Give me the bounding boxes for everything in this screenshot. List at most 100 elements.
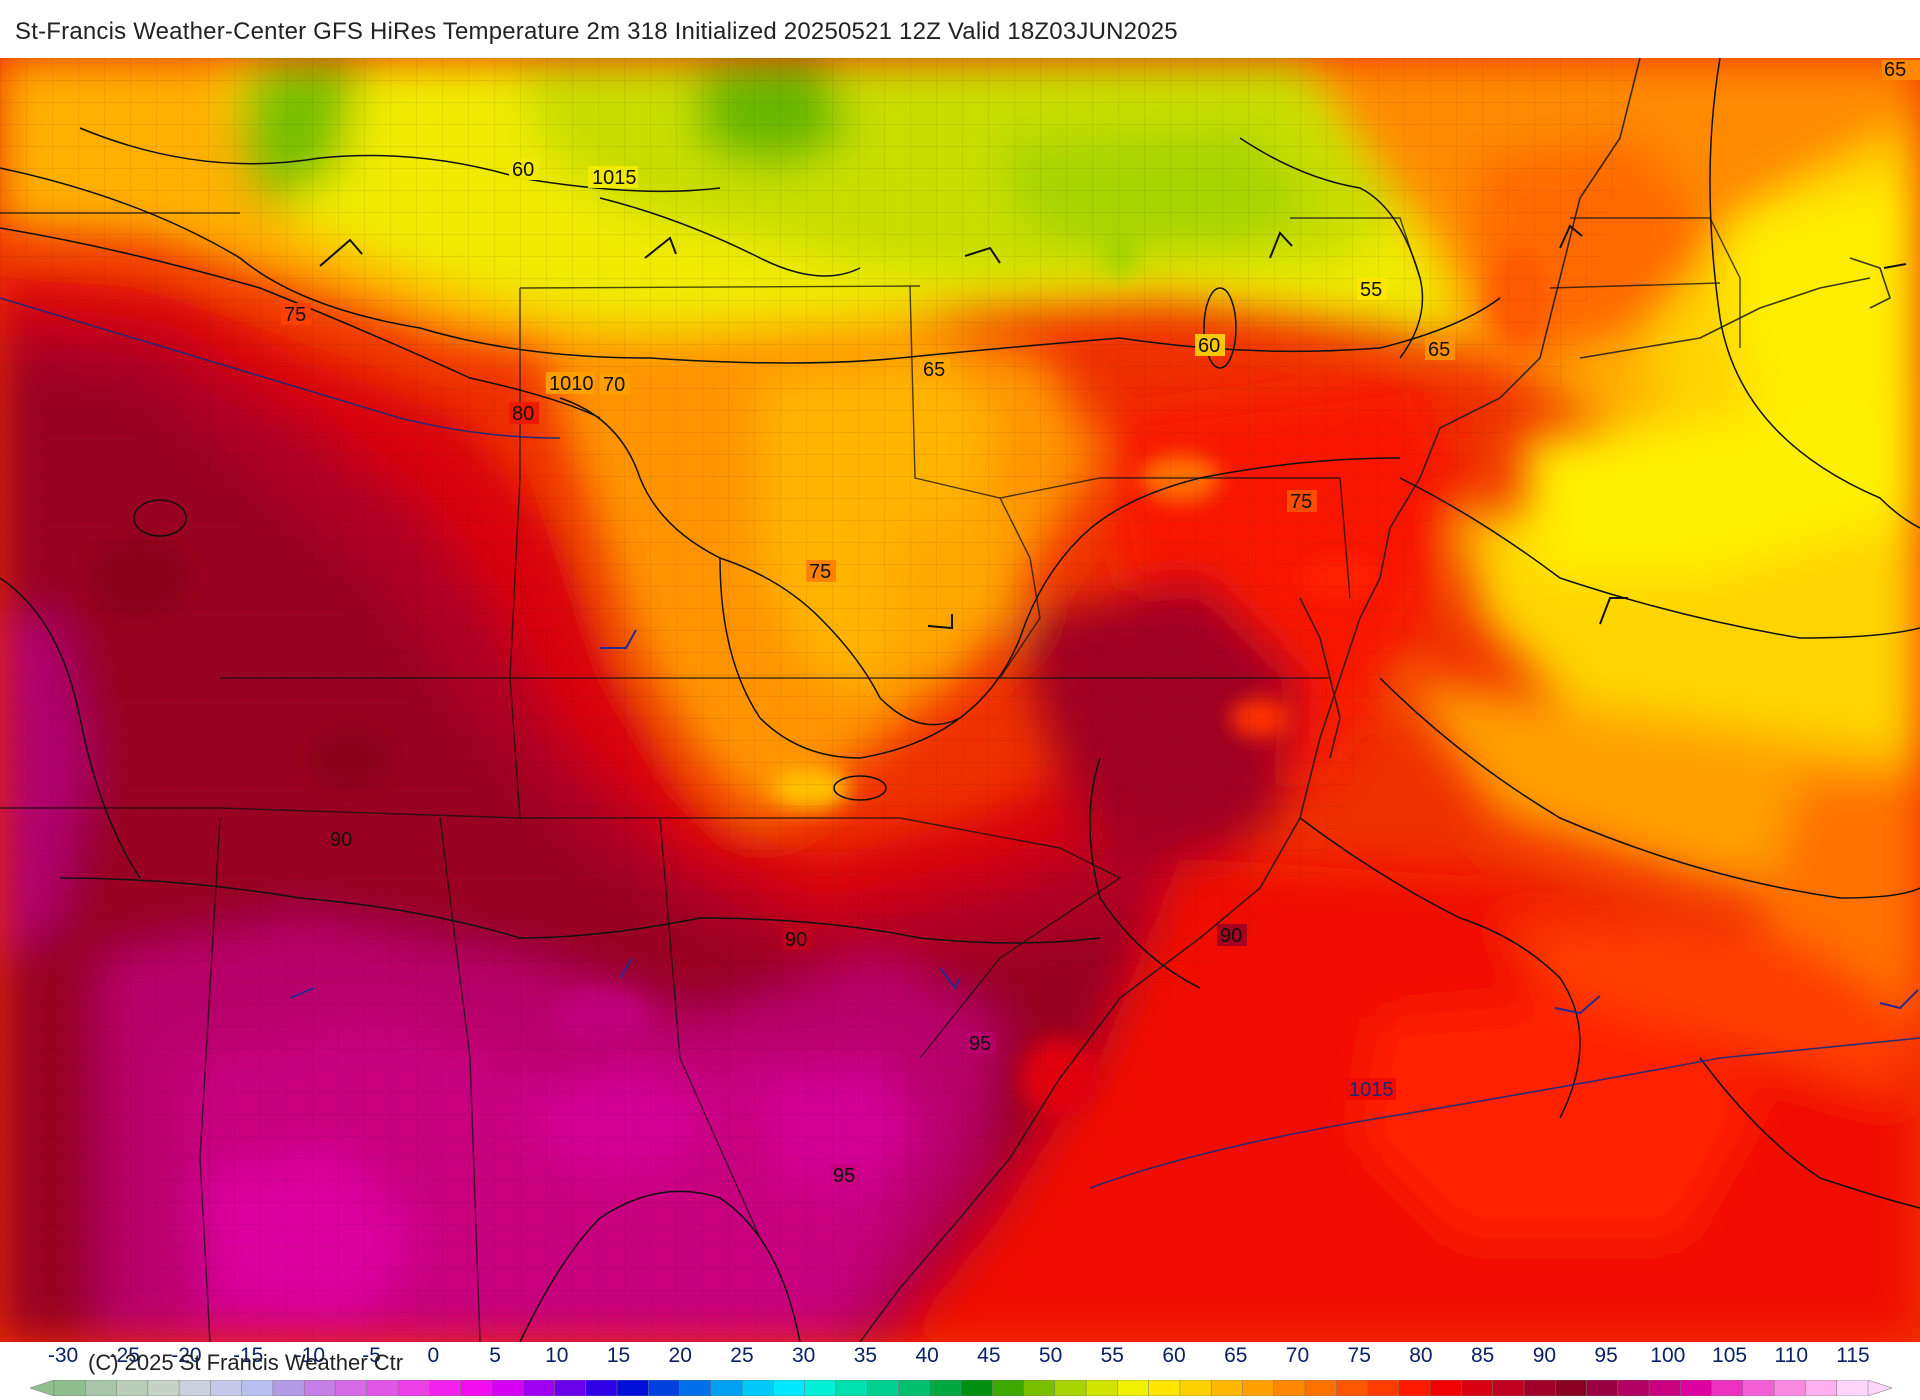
colorbar-swatch (804, 1380, 837, 1396)
colorbar-swatch (147, 1380, 180, 1396)
colorbar-swatch (1554, 1380, 1588, 1396)
colorbar-swatch (1648, 1380, 1682, 1396)
contour-label: 60 (512, 159, 534, 181)
colorbar-swatch (1242, 1380, 1275, 1396)
wind-barb (964, 246, 1001, 264)
wind-barb (939, 967, 961, 990)
colorbar-swatch (397, 1380, 431, 1396)
contour-label: 65 (1428, 339, 1450, 361)
colorbar-tick-label: 25 (730, 1344, 754, 1367)
colorbar-tick-label: 45 (977, 1344, 1001, 1367)
colorbar-swatch (1711, 1380, 1744, 1396)
wind-barb (289, 987, 315, 999)
wind-barb (927, 614, 953, 630)
colorbar-tick-label: 110 (1774, 1344, 1809, 1367)
colorbar-swatch (929, 1380, 962, 1396)
colorbar-tick-label: 20 (668, 1344, 692, 1367)
colorbar-swatch (491, 1380, 524, 1396)
colorbar-swatch (210, 1380, 243, 1396)
colorbar-labels: -30 -25 -20 -15 -10 -5 0 5 10 15 20 25 30 35 40 45 50 55 6… (0, 1344, 1920, 1370)
state-borders (0, 212, 1741, 1342)
colorbar-swatch (898, 1380, 931, 1396)
contour-label: 65 (923, 359, 945, 381)
contour-label: 95 (833, 1165, 855, 1187)
colorbar-swatch (585, 1380, 618, 1396)
colorbar-tick-label: 90 (1532, 1344, 1557, 1367)
colorbar-swatch (835, 1380, 868, 1396)
pressure-isobar (0, 297, 1920, 1189)
colorbar-tick-label: 95 (1594, 1344, 1618, 1367)
contour-label: 1015 (592, 167, 637, 189)
colorbar-swatch (866, 1380, 900, 1396)
contour-label: 60 (1198, 335, 1220, 357)
copyright-text: (C) 2025 St Francis Weather Ctr (88, 1350, 404, 1375)
wind-barb (1883, 263, 1907, 269)
colorbar-swatch (1523, 1380, 1556, 1396)
wind-barb (600, 629, 637, 649)
colorbar-swatch (1742, 1380, 1775, 1396)
wind-barb (1269, 231, 1293, 259)
colorbar-swatch (1085, 1380, 1119, 1396)
contour-label: 1010 (549, 373, 594, 395)
map-canvas: 1015 60 75 1010 70 80 65 60 55 65 75 75 … (0, 58, 1920, 1342)
county-lines (0, 58, 1640, 1342)
colorbar-tick-label: 65 (1224, 1344, 1248, 1367)
colorbar-swatch (710, 1380, 743, 1396)
colorbar-swatch (741, 1380, 775, 1396)
colorbar-swatch (429, 1380, 462, 1396)
colorbar-swatch (85, 1380, 118, 1396)
title-bar: St-Francis Weather-Center GFS HiRes Temp… (0, 0, 1920, 58)
colorbar-tick-label: 70 (1285, 1344, 1310, 1367)
colorbar-swatch (1179, 1380, 1212, 1396)
contour-label: 95 (969, 1033, 991, 1055)
colorbar-swatch (1773, 1380, 1807, 1396)
colorbar-swatch (1617, 1380, 1650, 1396)
colorbar-swatch (1367, 1380, 1400, 1396)
colorbar-swatch (366, 1380, 399, 1396)
colorbar-swatch (1398, 1380, 1431, 1396)
colorbar-tick-label: 10 (545, 1344, 569, 1367)
colorbar-swatch (1680, 1380, 1713, 1396)
wind-barbs-blue (289, 629, 1919, 1015)
colorbar-swatch (647, 1380, 681, 1396)
colorbar-swatch (1461, 1380, 1494, 1396)
colorbar-swatch (1023, 1380, 1056, 1396)
colorbar-swatch (460, 1380, 493, 1396)
colorbar-tick-label: 0 (427, 1344, 440, 1367)
wind-barb (1599, 597, 1628, 625)
colorbar-swatch (1805, 1380, 1838, 1396)
colorbar-swatch (1492, 1380, 1525, 1396)
wind-barbs (319, 224, 1907, 630)
colorbar-tick-label: -15 (232, 1344, 264, 1367)
contour-label: 75 (809, 561, 831, 583)
colorbar-tick-label: -25 (109, 1344, 140, 1367)
contour-label: 90 (1220, 925, 1242, 947)
colorbar-swatch (272, 1380, 305, 1396)
contour-label: 70 (603, 374, 625, 396)
contour-label: 90 (330, 829, 352, 851)
wind-barb (1559, 224, 1583, 249)
colorbar-tick-label: 5 (489, 1344, 501, 1367)
colorbar-tick-label: 85 (1470, 1344, 1495, 1367)
contour-label: 65 (1884, 59, 1906, 81)
temperature-map[interactable]: 1015 60 75 1010 70 80 65 60 55 65 75 75 … (0, 58, 1920, 1342)
wind-barb (644, 236, 677, 259)
colorbar-swatch (303, 1380, 337, 1396)
colorbar-arrow-right (1867, 1380, 1892, 1396)
colorbar-swatch (53, 1380, 87, 1396)
colorbar-swatch (773, 1380, 806, 1396)
colorbar-swatch (1304, 1380, 1338, 1396)
colorbar-swatch (1148, 1380, 1181, 1396)
colorbar-tick-label: -10 (294, 1344, 326, 1367)
colorbar-swatch (1054, 1380, 1087, 1396)
colorbar-swatch (992, 1380, 1025, 1396)
colorbar-swatch (178, 1380, 212, 1396)
colorbar-tick-label: 35 (853, 1344, 878, 1367)
wind-barb (1554, 995, 1601, 1015)
colorbar-tick-label: 75 (1347, 1344, 1371, 1367)
colorbar-tick-label: -20 (171, 1344, 202, 1367)
contour-label: 90 (785, 929, 807, 951)
colorbar-tick-label: 80 (1409, 1344, 1433, 1367)
colorbar-swatch (1586, 1380, 1619, 1396)
colorbar-swatch (679, 1380, 712, 1396)
